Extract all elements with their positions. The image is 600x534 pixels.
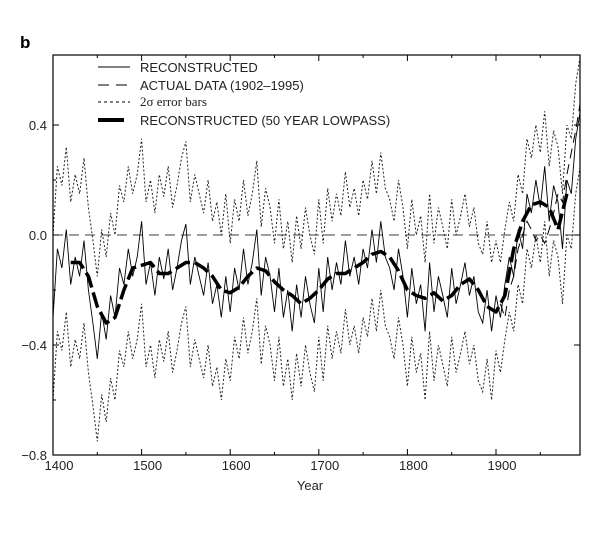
x-tick-label: 1400: [45, 458, 74, 473]
x-tick-label: 1500: [133, 458, 162, 473]
series-layer: [52, 56, 581, 442]
legend-label-reconstructed: RECONSTRUCTED: [140, 60, 258, 75]
x-axis-label: Year: [297, 478, 324, 493]
y-tick-label: −0.8: [21, 448, 47, 463]
x-tick-label: 1900: [488, 458, 517, 473]
y-tick-label: 0.4: [29, 118, 47, 133]
panel-label: b: [20, 33, 30, 52]
upper-error-bar-line: [52, 56, 581, 277]
legend-label-error: 2σ error bars: [140, 94, 207, 109]
reconstructed-line: [52, 111, 581, 359]
x-tick-label: 1700: [310, 458, 339, 473]
lower-error-bar-line: [52, 166, 581, 442]
legend: RECONSTRUCTED ACTUAL DATA (1902–1995) 2σ…: [98, 60, 390, 128]
actual-data-line: [499, 102, 581, 318]
x-tick-label: 1600: [222, 458, 251, 473]
legend-label-lowpass: RECONSTRUCTED (50 YEAR LOWPASS): [140, 113, 390, 128]
plot-frame: [52, 54, 581, 456]
axes: 1400 1500 1600 1700 1800 1900 0.4 0.0 −0.4 −0.8: [21, 55, 580, 473]
x-tick-label: 1800: [399, 458, 428, 473]
y-tick-label: 0.0: [29, 228, 47, 243]
legend-label-actual: ACTUAL DATA (1902–1995): [140, 78, 304, 93]
y-tick-label: −0.4: [21, 338, 47, 353]
lowpass-line: [70, 193, 569, 325]
